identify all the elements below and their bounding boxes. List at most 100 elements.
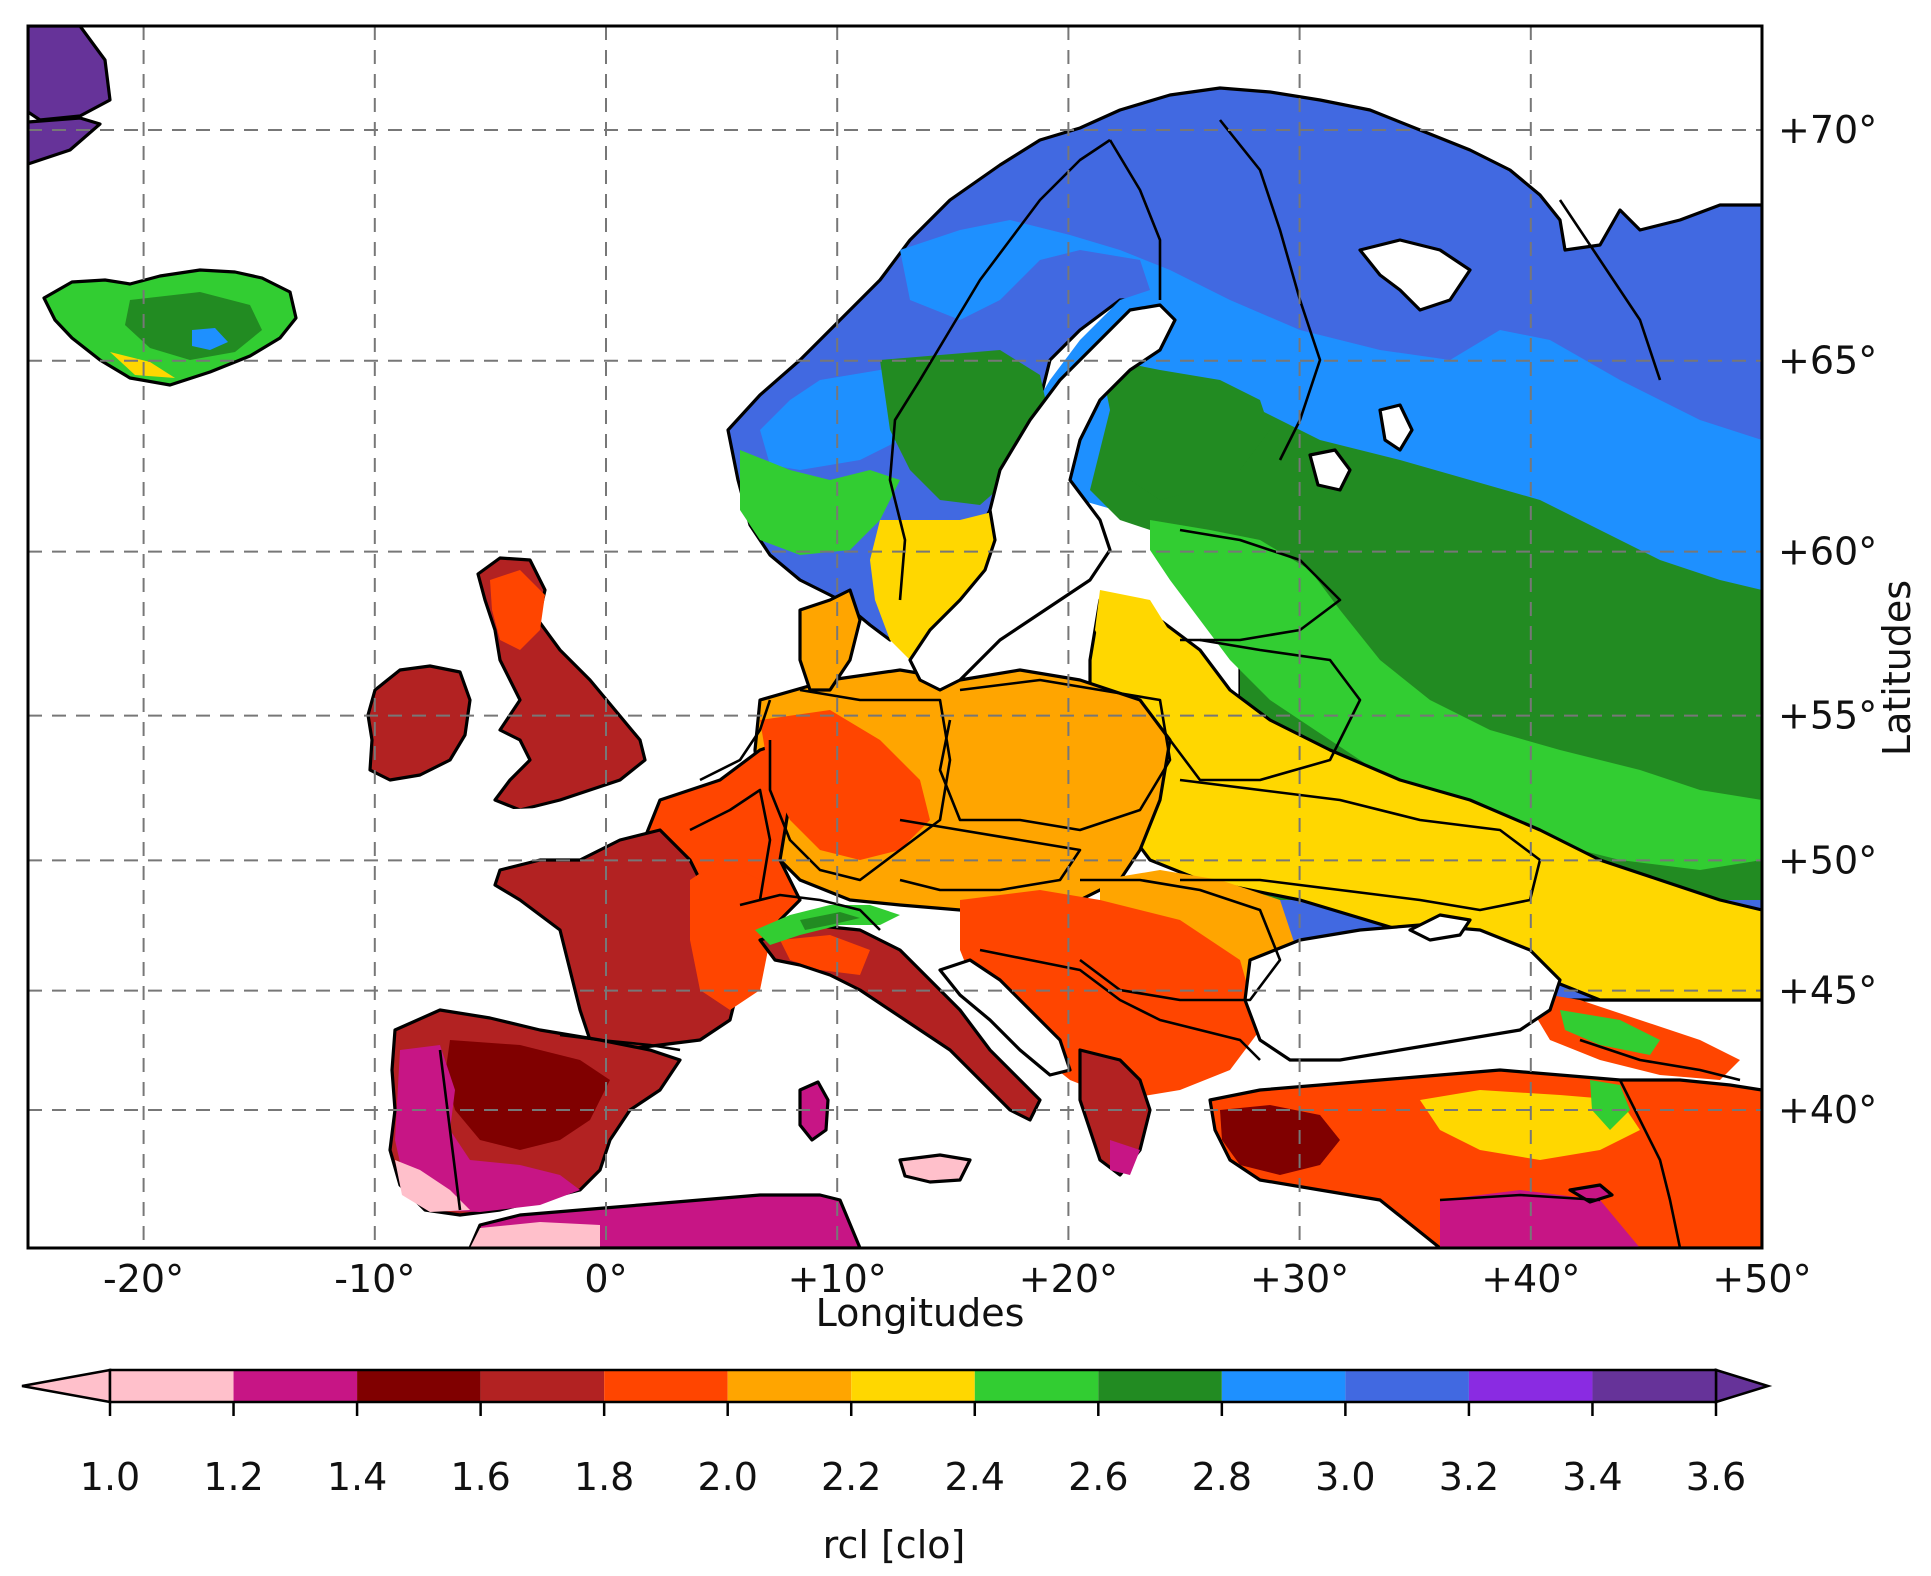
x-tick-label: +40° bbox=[1481, 1257, 1580, 1301]
border-russia-east bbox=[1558, 199, 1662, 381]
colorbar-bin bbox=[851, 1370, 975, 1402]
region-iceland-south bbox=[110, 352, 175, 378]
region-iberia-magenta bbox=[395, 1045, 580, 1212]
sea-white bbox=[1358, 238, 1472, 312]
border-belarus bbox=[1168, 638, 1362, 782]
region-italy-orange bbox=[780, 935, 870, 975]
region-greece-magenta bbox=[1110, 1140, 1140, 1175]
x-tick-label: +20° bbox=[1019, 1257, 1118, 1301]
colorbar-extend-low bbox=[21, 1368, 112, 1404]
colorbar-tick-label: 3.2 bbox=[1439, 1455, 1499, 1499]
border-caucasus bbox=[1579, 1038, 1741, 1082]
land-regions bbox=[28, 26, 1762, 1248]
region-iberia-dark bbox=[445, 1040, 610, 1150]
colorbar-tick-label: 2.2 bbox=[821, 1455, 881, 1499]
colorbar-bin bbox=[727, 1370, 852, 1402]
region-caucasus-green bbox=[1560, 1010, 1660, 1055]
y-tick-label: +55° bbox=[1778, 694, 1877, 738]
border-switzerland bbox=[739, 893, 881, 931]
colorbar-bin bbox=[1098, 1370, 1222, 1402]
region-ireland bbox=[366, 664, 472, 782]
sea-black bbox=[1243, 923, 1562, 1062]
colorbar-bin bbox=[604, 1370, 728, 1402]
border-france-spain bbox=[559, 1033, 681, 1052]
region-turkey-dark bbox=[1220, 1105, 1340, 1175]
y-axis-title: Latitudes bbox=[1875, 580, 1919, 756]
colorbar: 1.0 1.2 1.4 1.6 1.8 2.0 2.2 2.4 2.6 2.8 3.0 3.2 3.4 3… bbox=[21, 1368, 1773, 1499]
region-syria-magenta bbox=[1440, 1190, 1640, 1248]
border-balkans bbox=[979, 948, 1261, 1061]
colorbar-tick-label: 1.2 bbox=[203, 1455, 263, 1499]
region-band-2-6 bbox=[1150, 520, 1762, 870]
colorbar-bin bbox=[1221, 1370, 1346, 1402]
border-norway-sweden bbox=[888, 138, 1111, 601]
region-sardinia bbox=[798, 1080, 830, 1142]
colorbar-label: rcl [clo] bbox=[823, 1523, 966, 1567]
region-turkey-yellow bbox=[1420, 1090, 1640, 1160]
border-czech-austria bbox=[899, 818, 1082, 892]
border-poland bbox=[938, 678, 1172, 832]
region-iberia-pink bbox=[395, 1160, 470, 1212]
colorbar-bin bbox=[110, 1370, 234, 1402]
region-iceland-highland bbox=[125, 292, 262, 360]
colorbar-bin bbox=[974, 1370, 1099, 1402]
colorbar-tick-label: 1.6 bbox=[450, 1455, 510, 1499]
border-baltics bbox=[1179, 528, 1342, 642]
border-hungary-romania bbox=[1079, 878, 1282, 1002]
colorbar-tick-label: 3.4 bbox=[1562, 1455, 1622, 1499]
sea-azov bbox=[1408, 913, 1472, 942]
y-axis-ticks: +40° +45° +50° +55° +60° +65° +70° bbox=[1778, 108, 1877, 1132]
region-sicily bbox=[898, 1153, 972, 1184]
region-denmark bbox=[798, 588, 862, 692]
y-tick-label: +60° bbox=[1778, 530, 1877, 574]
region-turkey-green bbox=[1590, 1080, 1630, 1130]
map-panel bbox=[26, 24, 1764, 1250]
map-frame bbox=[26, 24, 1764, 1250]
colorbar-bin bbox=[480, 1370, 605, 1402]
colorbar-tick-label: 2.6 bbox=[1068, 1455, 1128, 1499]
colorbar-bin bbox=[233, 1370, 358, 1402]
colorbar-bin bbox=[357, 1370, 481, 1402]
sea-adriatic bbox=[938, 958, 1072, 1077]
colorbar-tick-label: 2.0 bbox=[697, 1455, 757, 1499]
colorbar-bin bbox=[1468, 1370, 1593, 1402]
colorbar-bin bbox=[1592, 1370, 1716, 1402]
x-axis-ticks: -20° -10° 0° +10° +20° +30° +40° +50° bbox=[103, 1257, 1812, 1301]
grid-lines bbox=[28, 26, 1762, 1248]
x-axis-title: Longitudes bbox=[816, 1291, 1025, 1335]
border-benelux bbox=[699, 699, 772, 782]
region-north-africa-pink bbox=[470, 1222, 600, 1248]
region-alps-dark bbox=[800, 912, 860, 930]
colorbar-tick-label: 1.8 bbox=[574, 1455, 634, 1499]
region-scotland-orange bbox=[490, 570, 545, 650]
lake-onega bbox=[1378, 403, 1414, 452]
border-france-germany bbox=[689, 788, 772, 901]
region-central-red bbox=[760, 710, 930, 860]
x-tick-label: 0° bbox=[584, 1257, 627, 1301]
x-tick-label: +10° bbox=[788, 1257, 887, 1301]
border-syria bbox=[1439, 1193, 1601, 1202]
sea-english-channel bbox=[490, 790, 650, 840]
colorbar-ticks: 1.0 1.2 1.4 1.6 1.8 2.0 2.2 2.4 2.6 2.8 3.0 3.2 3.4 3… bbox=[80, 1402, 1746, 1499]
border-sweden-finland bbox=[1108, 139, 1162, 300]
y-tick-label: +45° bbox=[1778, 969, 1877, 1013]
y-tick-label: +50° bbox=[1778, 838, 1877, 882]
colorbar-bins bbox=[110, 1370, 1716, 1402]
colorbar-tick-label: 2.8 bbox=[1192, 1455, 1252, 1499]
y-tick-label: +40° bbox=[1778, 1088, 1877, 1132]
region-greenland bbox=[28, 26, 112, 122]
region-iceland-ice bbox=[192, 328, 228, 350]
colorbar-tick-label: 3.0 bbox=[1315, 1455, 1375, 1499]
colorbar-tick-label: 2.4 bbox=[945, 1455, 1005, 1499]
lake-ladoga bbox=[1308, 448, 1352, 492]
region-italy bbox=[758, 923, 1042, 1122]
region-france-orange bbox=[690, 860, 770, 1010]
y-tick-label: +65° bbox=[1778, 339, 1877, 383]
region-baltic-yellow bbox=[1095, 590, 1175, 670]
border-spain-portugal bbox=[438, 1049, 462, 1211]
sea-baltic bbox=[908, 303, 1177, 692]
colorbar-extend-high bbox=[1714, 1368, 1773, 1404]
x-tick-label: -20° bbox=[103, 1257, 184, 1301]
region-finland-green bbox=[1110, 360, 1270, 500]
